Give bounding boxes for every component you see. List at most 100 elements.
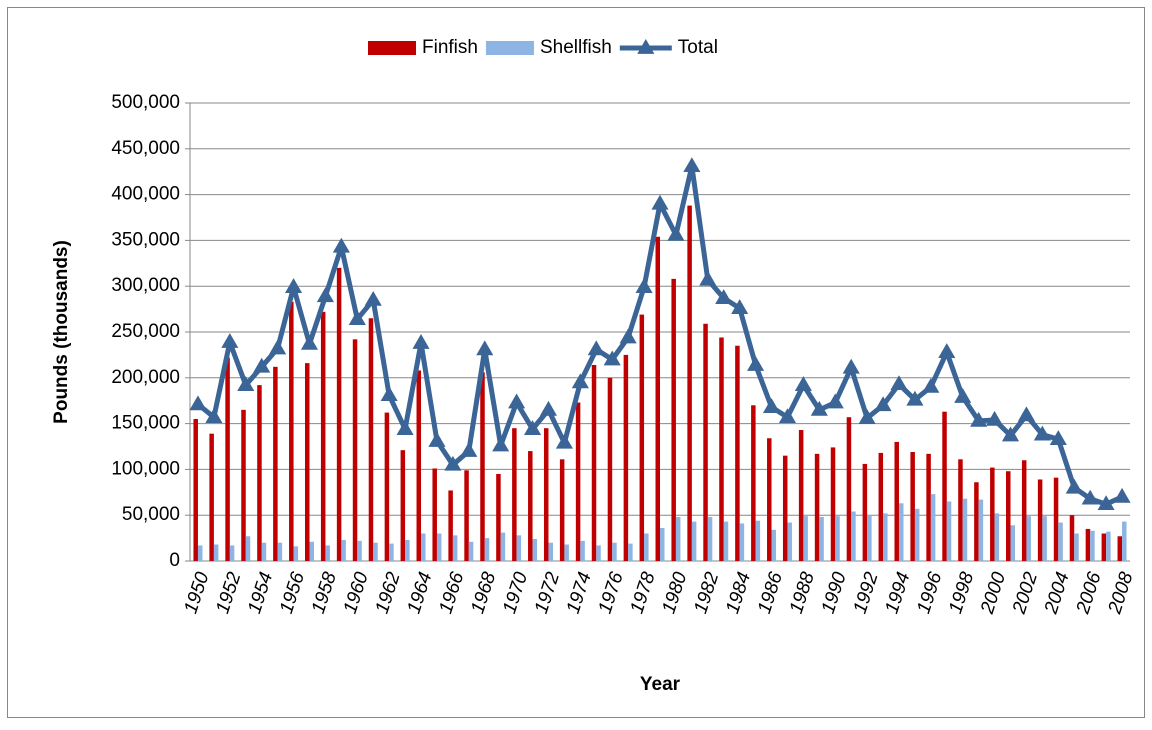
line-marker — [938, 343, 956, 359]
bar — [325, 545, 330, 561]
bar — [942, 411, 947, 561]
bar — [719, 337, 724, 561]
bar — [245, 536, 251, 561]
line-marker — [762, 398, 781, 413]
bar — [771, 529, 777, 561]
y-tick-label: 100,000 — [111, 458, 180, 479]
line-marker — [683, 157, 701, 173]
bar — [512, 428, 517, 561]
bar — [193, 419, 198, 561]
line-marker — [237, 376, 255, 391]
line-marker — [1081, 489, 1099, 505]
y-tick-label: 150,000 — [111, 413, 180, 434]
x-axis-title: Year — [640, 674, 681, 695]
line-marker — [253, 357, 271, 373]
line-marker — [444, 455, 462, 471]
line-marker — [651, 194, 669, 210]
bar — [309, 541, 314, 561]
bar — [1101, 533, 1107, 561]
bar — [735, 345, 740, 561]
line-marker — [842, 358, 860, 374]
bar — [273, 366, 278, 561]
line-marker — [285, 278, 303, 293]
bar — [878, 452, 884, 561]
bar — [814, 453, 820, 561]
legend-marker — [637, 39, 655, 54]
bar — [660, 528, 665, 561]
bar — [946, 501, 952, 561]
bar — [723, 521, 729, 561]
bar — [628, 543, 633, 561]
bar — [516, 535, 522, 561]
bar — [751, 405, 756, 561]
bar — [1053, 477, 1059, 561]
bar — [1117, 536, 1123, 561]
line-marker — [428, 432, 446, 447]
bar — [1006, 471, 1011, 561]
bar — [528, 451, 533, 561]
line-marker — [316, 287, 334, 303]
bar — [819, 517, 824, 561]
legend-label: Finfish — [422, 37, 478, 58]
bar — [1090, 530, 1095, 561]
bar — [612, 542, 617, 561]
bar — [930, 494, 936, 561]
bar — [405, 539, 410, 561]
bar — [448, 490, 453, 561]
bar — [1085, 528, 1091, 561]
line-marker — [858, 409, 876, 424]
bar — [990, 467, 995, 561]
line-marker — [380, 386, 398, 402]
bar — [257, 385, 262, 561]
line-marker — [970, 411, 988, 427]
bar — [1042, 516, 1047, 561]
line-marker — [794, 376, 812, 391]
bar — [703, 323, 708, 561]
bar — [436, 533, 442, 561]
bar — [225, 357, 230, 561]
line-marker — [1113, 487, 1131, 503]
line-marker — [269, 339, 287, 355]
line-marker — [492, 436, 510, 452]
line-marker — [874, 396, 892, 412]
bar — [389, 543, 394, 561]
bar — [691, 521, 697, 561]
y-tick-label: 350,000 — [111, 229, 180, 250]
legend-swatch — [485, 41, 534, 55]
y-tick-label: 50,000 — [122, 504, 180, 525]
line-marker — [364, 290, 382, 306]
bar — [580, 540, 585, 561]
bar — [883, 513, 888, 561]
line-marker — [603, 350, 621, 366]
bar — [416, 370, 422, 561]
bar — [755, 520, 761, 561]
line-marker — [1049, 430, 1067, 446]
bar — [421, 533, 426, 561]
bar — [1069, 515, 1075, 561]
bar — [803, 516, 808, 561]
line-marker — [922, 377, 940, 393]
line-marker — [555, 433, 573, 449]
bar — [596, 545, 601, 561]
bar — [644, 533, 649, 561]
bar — [261, 542, 267, 561]
line-marker — [1001, 426, 1020, 442]
line-marker — [460, 442, 478, 457]
bar — [229, 545, 235, 561]
y-tick-label: 300,000 — [111, 275, 180, 296]
bar — [707, 517, 713, 561]
line-marker — [810, 400, 828, 416]
bar — [978, 499, 984, 561]
legend-label: Total — [678, 37, 718, 58]
bar — [1010, 525, 1016, 561]
bar — [782, 455, 788, 561]
bar — [384, 412, 390, 561]
bar — [352, 339, 358, 561]
bar — [432, 468, 437, 561]
line-marker — [906, 390, 924, 406]
bar — [994, 513, 1000, 561]
line-marker — [523, 420, 542, 435]
bar — [368, 318, 374, 561]
bar — [894, 441, 899, 561]
